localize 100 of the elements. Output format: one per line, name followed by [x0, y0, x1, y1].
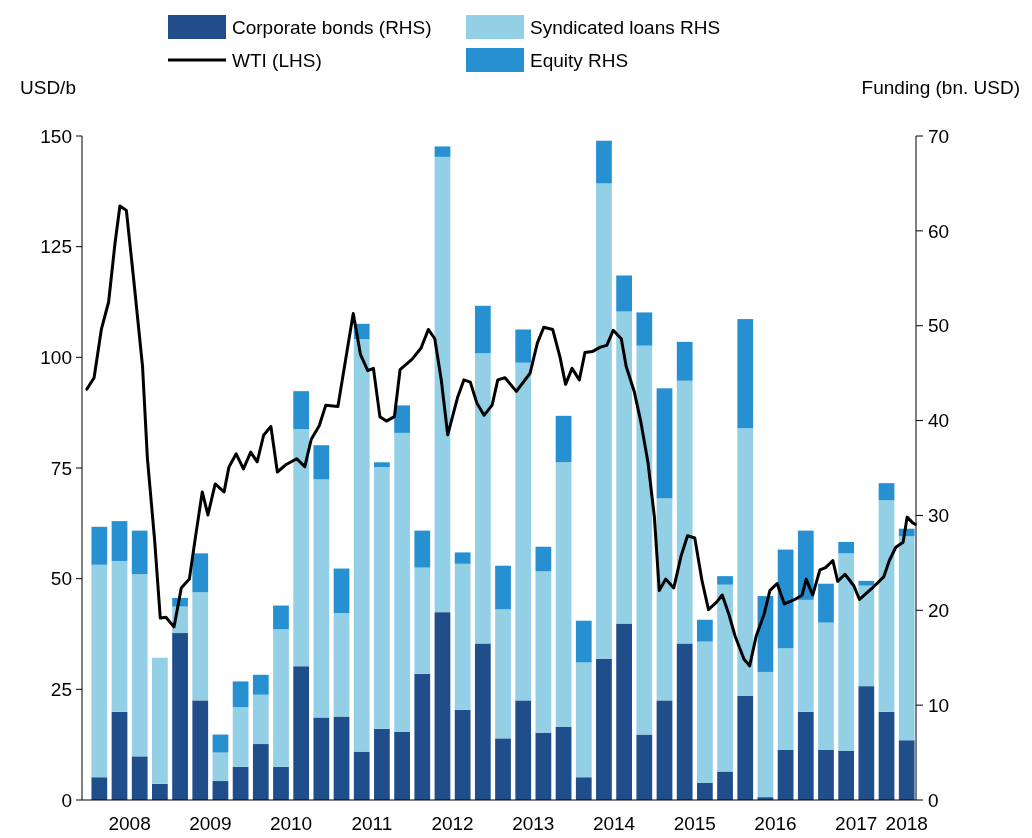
y-tick-label: 25 — [50, 678, 72, 700]
bar — [636, 734, 653, 800]
bar — [818, 622, 834, 750]
y-tick-label: 50 — [50, 568, 72, 590]
bar — [212, 781, 229, 800]
x-tick-label: 2018 — [885, 813, 928, 834]
bar — [293, 391, 310, 430]
y2-tick-label: 70 — [928, 125, 950, 147]
bar — [596, 658, 612, 800]
bar — [374, 467, 390, 729]
x-tick-label: 2016 — [754, 813, 797, 834]
bar — [252, 744, 269, 800]
bar — [818, 583, 834, 623]
bar — [596, 183, 612, 659]
bar — [91, 526, 108, 565]
x-tick-label: 2011 — [351, 813, 393, 834]
bar — [535, 732, 552, 800]
bar — [676, 380, 693, 644]
bar — [777, 648, 794, 750]
bar — [676, 643, 693, 800]
bar — [212, 752, 229, 782]
y2-tick-label: 50 — [928, 315, 950, 337]
bar — [454, 563, 471, 710]
bar — [898, 740, 915, 800]
bar — [575, 777, 592, 800]
bar — [152, 783, 168, 800]
x-tick-label: 2017 — [835, 813, 878, 834]
y2-tick-label: 0 — [928, 789, 939, 811]
bar — [656, 700, 673, 800]
bar — [555, 726, 572, 800]
bar — [414, 673, 431, 800]
bar — [616, 311, 632, 624]
bar — [818, 749, 834, 800]
bar — [394, 405, 410, 433]
x-tick-label: 2010 — [269, 813, 313, 834]
bar — [838, 750, 855, 800]
y2-axis-title: Funding (bn. USD) — [861, 77, 1020, 98]
bar — [374, 462, 390, 468]
bar — [495, 609, 511, 739]
bar — [555, 415, 572, 463]
bar — [515, 362, 532, 701]
bar — [333, 613, 350, 717]
bar — [474, 643, 491, 800]
bar — [797, 711, 814, 800]
bar — [656, 388, 673, 499]
bar — [333, 716, 350, 800]
bar — [737, 428, 754, 696]
bar — [515, 329, 532, 363]
y-tick-label: 75 — [50, 457, 72, 479]
bar — [252, 674, 269, 695]
bar — [313, 717, 330, 800]
bar — [838, 553, 855, 751]
y2-tick-label: 60 — [928, 220, 950, 242]
bar — [535, 546, 552, 572]
bar — [313, 479, 330, 718]
bar — [293, 429, 310, 667]
bar — [273, 629, 289, 767]
x-tick-label: 2009 — [189, 813, 232, 834]
bar — [797, 599, 814, 712]
bar — [252, 694, 269, 745]
bar — [878, 500, 895, 712]
y2-tick-label: 30 — [928, 505, 950, 527]
bar — [434, 156, 451, 613]
bar — [878, 483, 895, 501]
bar — [474, 305, 491, 354]
bar — [273, 766, 289, 800]
bar — [616, 275, 632, 312]
bar — [717, 576, 733, 585]
y-axis-title: USD/b — [20, 77, 76, 98]
bar — [111, 560, 128, 712]
bar — [152, 657, 168, 784]
y2-tick-label: 20 — [928, 599, 950, 621]
bar — [717, 584, 733, 772]
bar — [535, 571, 552, 733]
bar — [434, 146, 451, 157]
bar — [131, 574, 148, 757]
bar — [596, 140, 612, 184]
bar — [636, 345, 653, 735]
y-tick-label: 150 — [40, 125, 72, 147]
bar — [717, 771, 733, 800]
bar — [111, 711, 128, 800]
bar — [656, 498, 673, 701]
bar — [575, 662, 592, 778]
bar — [111, 521, 128, 561]
bar — [414, 567, 431, 674]
bar — [333, 568, 350, 614]
bar — [353, 338, 370, 752]
bar — [676, 341, 693, 381]
legend-label: Corporate bonds (RHS) — [232, 16, 432, 38]
bar — [737, 319, 754, 429]
bar — [737, 695, 754, 800]
bar — [858, 686, 875, 800]
bar — [172, 633, 188, 800]
bar — [434, 612, 451, 800]
bar — [353, 751, 370, 800]
legend-label: Syndicated loans RHS — [530, 16, 721, 38]
bar — [575, 620, 592, 663]
bar — [232, 681, 249, 708]
bar — [495, 565, 511, 610]
bar — [131, 530, 148, 575]
